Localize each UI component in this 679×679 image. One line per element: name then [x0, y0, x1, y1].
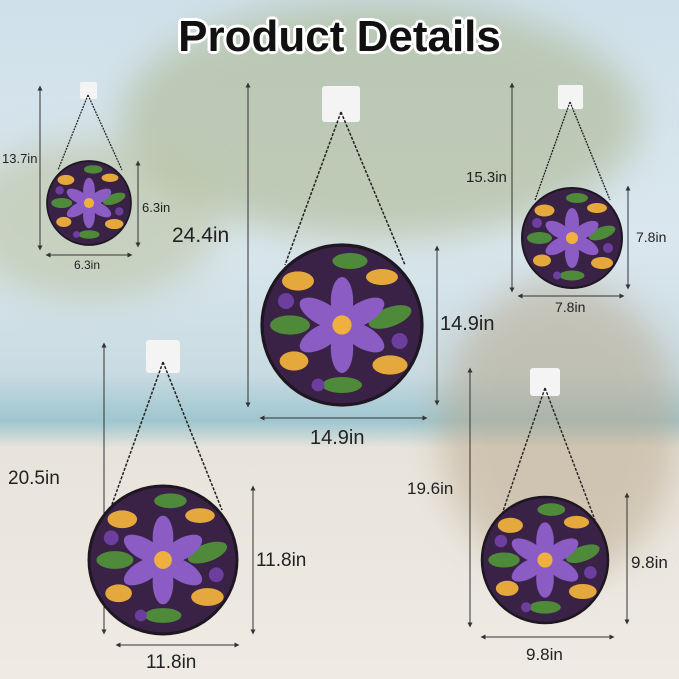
height-label: 9.8in — [631, 553, 668, 572]
total-height-label: 13.7in — [2, 151, 38, 166]
height-label: 7.8in — [636, 229, 667, 245]
hook-icon — [322, 86, 360, 122]
page-title: Product Details — [178, 12, 501, 61]
suncatcher-small — [47, 82, 131, 245]
width-label: 7.8in — [555, 299, 586, 315]
width-label: 11.8in — [146, 652, 197, 673]
hook-icon — [80, 82, 97, 99]
total-height-label: 19.6in — [407, 479, 454, 498]
chain — [57, 94, 123, 171]
total-height-label: 15.3in — [466, 169, 507, 186]
hook-icon — [558, 85, 583, 109]
suncatcher-medium-large — [89, 340, 237, 634]
total-height-label: 24.4in — [172, 224, 230, 247]
hook-icon — [146, 340, 180, 373]
height-label: 11.8in — [256, 550, 307, 571]
height-label: 6.3in — [142, 200, 171, 215]
height-label: 14.9in — [440, 313, 495, 335]
suncatcher-large — [262, 86, 422, 405]
total-height-label: 20.5in — [8, 468, 60, 489]
suncatcher-medium-small — [522, 85, 622, 288]
suncatcher-medium — [482, 368, 608, 623]
width-label: 14.9in — [310, 427, 365, 449]
width-label: 6.3in — [74, 258, 101, 272]
width-label: 9.8in — [526, 645, 563, 664]
hook-icon — [530, 368, 560, 396]
